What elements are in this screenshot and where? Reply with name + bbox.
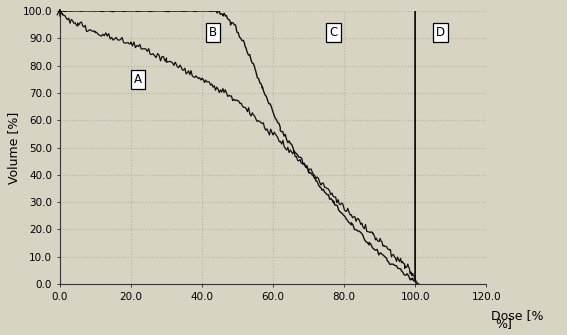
Text: %]: %]: [495, 317, 512, 330]
Text: Dose [%: Dose [%: [490, 309, 543, 322]
Text: C: C: [329, 26, 338, 39]
Y-axis label: Volume [%]: Volume [%]: [7, 112, 20, 184]
Text: B: B: [209, 26, 217, 39]
Text: D: D: [435, 26, 445, 39]
Text: A: A: [134, 73, 142, 86]
